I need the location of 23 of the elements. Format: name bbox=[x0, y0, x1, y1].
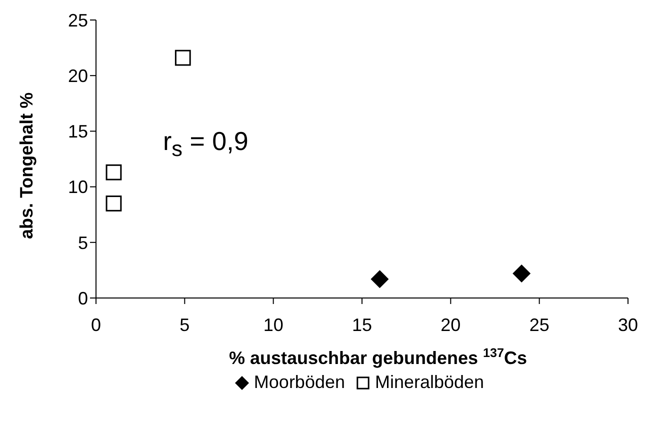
x-tick-label: 0 bbox=[90, 314, 102, 335]
x-tick-label: 30 bbox=[618, 314, 638, 335]
point bbox=[106, 196, 122, 212]
legend-label: Mineralböden bbox=[374, 372, 484, 393]
y-axis-title: abs. Tongehalt % bbox=[16, 92, 36, 239]
annotation: r$_{s}$ = 0,9 bbox=[163, 126, 248, 162]
point bbox=[512, 264, 531, 283]
x-tick-label: 10 bbox=[263, 314, 284, 335]
x-tick-label: 5 bbox=[180, 314, 190, 335]
y-tick-label: 25 bbox=[68, 10, 88, 30]
y-tick-label: 15 bbox=[68, 122, 88, 142]
y-tick-label: 5 bbox=[78, 232, 88, 253]
x-tick-label: 15 bbox=[352, 314, 372, 335]
x-axis-title: % austauschbar gebundenes $^{137}$Cs bbox=[228, 346, 528, 368]
legend-label: Moorböden bbox=[252, 372, 345, 393]
x-tick-label: 20 bbox=[440, 314, 461, 335]
y-tick-label: 10 bbox=[68, 177, 88, 198]
point bbox=[106, 164, 122, 180]
point bbox=[370, 270, 389, 288]
x-tick-label: 25 bbox=[529, 314, 550, 335]
point bbox=[174, 50, 191, 66]
y-tick-label: 0 bbox=[78, 288, 88, 308]
y-tick-label: 20 bbox=[68, 66, 88, 86]
